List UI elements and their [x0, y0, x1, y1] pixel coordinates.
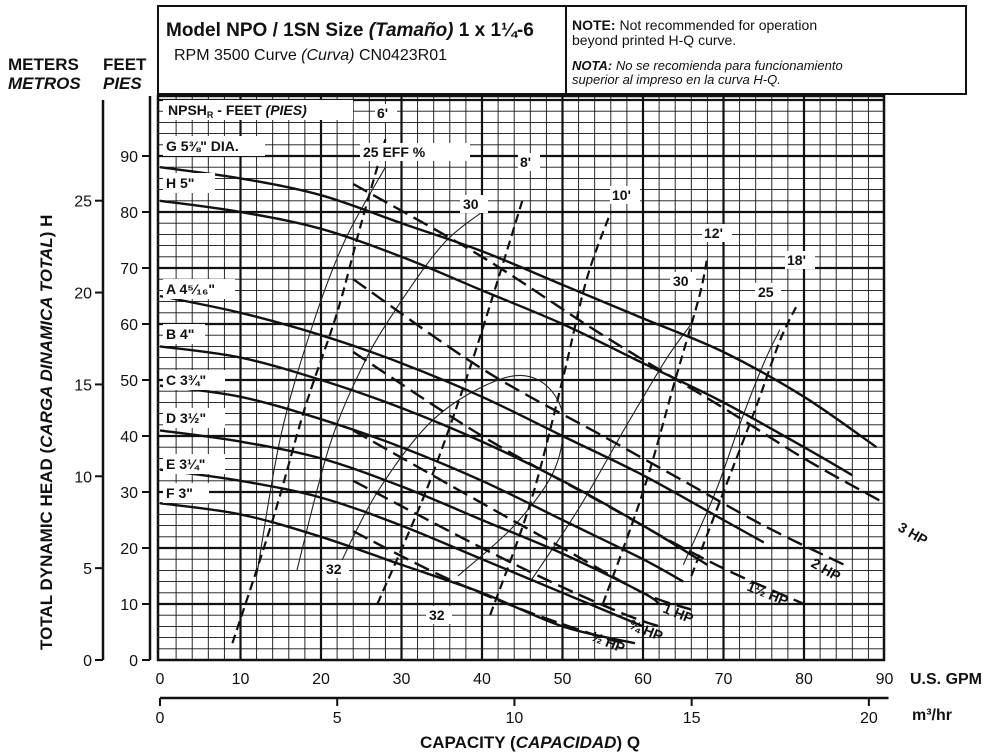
gpm-tick-label: 10 — [232, 671, 250, 688]
m3hr-tick-label: 10 — [506, 710, 524, 727]
eff-label-32b: 32 — [429, 607, 445, 623]
feet-tick-label: 10 — [120, 597, 138, 614]
npshr-curve — [376, 200, 524, 605]
gpm-tick-label: 40 — [473, 671, 491, 688]
efficiency-curve — [682, 329, 781, 566]
efficiency-curve — [529, 323, 692, 582]
meters-tick-label: 5 — [83, 561, 92, 578]
impeller-curve — [159, 166, 878, 449]
impeller-label-f: F 3" — [166, 485, 193, 501]
impeller-curve — [159, 199, 853, 477]
gpm-tick-label: 20 — [312, 671, 330, 688]
impeller-label-c: C 3¾" — [166, 372, 206, 388]
eff-title-label: 25 EFF % — [363, 144, 426, 160]
gpm-tick-label: 80 — [795, 671, 813, 688]
m3hr-tick-label: 5 — [333, 710, 342, 727]
feet-label: FEET — [103, 55, 147, 74]
hp-curve — [352, 429, 692, 611]
hp-curve — [352, 479, 660, 628]
pies-label: PIES — [103, 74, 142, 93]
npsh-label-10: 10' — [612, 187, 631, 203]
nota-line-1: NOTA: No se recomienda para funcionamien… — [572, 58, 843, 73]
m3hr-tick-label: 15 — [683, 710, 701, 727]
title-box: Model NPO / 1SN Size (Tamaño) 1 x 1¼-6 R… — [157, 5, 967, 95]
gpm-tick-label: 60 — [634, 671, 652, 688]
metros-label: METROS — [8, 74, 81, 93]
impeller-curve — [159, 384, 684, 583]
gpm-tick-label: 90 — [876, 671, 894, 688]
m3hr-tick-label: 0 — [156, 710, 165, 727]
eff-label-32a: 32 — [326, 561, 342, 577]
m3hr-tick-label: 20 — [860, 710, 878, 727]
plot-frame — [156, 94, 886, 662]
meters-tick-label: 0 — [83, 653, 92, 670]
feet-tick-label: 70 — [120, 261, 138, 278]
impeller-label-d: D 3½" — [166, 410, 206, 426]
eff-label-30a: 30 — [463, 196, 479, 212]
impeller-label-g: G 5⅜" DIA. — [166, 138, 239, 154]
m3hr-unit-label: m³/hr — [912, 707, 952, 724]
curves — [159, 138, 886, 645]
npshr-curve — [231, 138, 387, 644]
npsh-label-12: 12' — [704, 225, 723, 241]
feet-tick-label: 90 — [120, 149, 138, 166]
npsh-label-18: 18' — [787, 252, 806, 268]
gpm-tick-label: 30 — [393, 671, 411, 688]
feet-tick-label: 50 — [120, 373, 138, 390]
feet-tick-label: 60 — [120, 317, 138, 334]
npshr-curve — [489, 211, 612, 616]
y-axis-title: TOTAL DYNAMIC HEAD (CARGA DINAMICA TOTAL… — [37, 215, 56, 650]
impeller-label-a: A 4⁵⁄₁₆" — [166, 281, 215, 297]
meters-tick-label: 10 — [74, 469, 92, 486]
x-axis-title: CAPACITY (CAPACIDAD) Q — [420, 733, 640, 752]
meters-label: METERS — [8, 55, 79, 74]
gpm-unit-label: U.S. GPM — [910, 671, 982, 688]
impeller-curve — [159, 502, 636, 645]
meters-tick-label: 20 — [74, 286, 92, 303]
model-line: Model NPO / 1SN Size (Tamaño) 1 x 1¼-6 — [166, 20, 534, 41]
feet-tick-label: 80 — [120, 205, 138, 222]
rpm-line: RPM 3500 Curve (Curva) CN0423R01 — [174, 47, 447, 64]
impeller-label-b: B 4" — [166, 326, 194, 342]
meters-tick-label: 25 — [74, 194, 92, 211]
efficiency-curve — [256, 166, 386, 577]
impeller-curve — [159, 345, 709, 566]
feet-tick-label: 20 — [120, 541, 138, 558]
gpm-tick-label: 0 — [156, 671, 165, 688]
impeller-curve — [159, 429, 660, 605]
gpm-tick-label: 50 — [554, 671, 572, 688]
meters-tick-label: 15 — [74, 377, 92, 394]
impeller-curve — [159, 294, 765, 544]
note-line-1: NOTE: Not recommended for operation — [572, 17, 817, 33]
impeller-label-e: E 3¼" — [166, 456, 205, 472]
eff-label-30b: 30 — [673, 273, 689, 289]
eff-label-25b: 25 — [758, 284, 774, 300]
feet-tick-label: 40 — [120, 429, 138, 446]
chart-grid — [158, 96, 884, 660]
npshr-title: NPSHR - FEET (PIES) — [168, 102, 307, 120]
gpm-tick-label: 70 — [715, 671, 733, 688]
npsh-label-6: 6' — [377, 105, 388, 121]
feet-tick-label: 30 — [120, 485, 138, 502]
note-line-2: beyond printed H-Q curve. — [572, 32, 736, 48]
npsh-label-8: 8' — [520, 154, 531, 170]
npshr-curve — [690, 306, 797, 577]
impeller-curve — [159, 468, 644, 628]
hp-curve — [352, 278, 845, 566]
nota-line-2: superior al impreso en la curva H-Q. — [572, 72, 781, 87]
impeller-label-h: H 5" — [166, 175, 194, 191]
npshr-curve — [601, 256, 709, 605]
feet-tick-label: 0 — [129, 653, 138, 670]
